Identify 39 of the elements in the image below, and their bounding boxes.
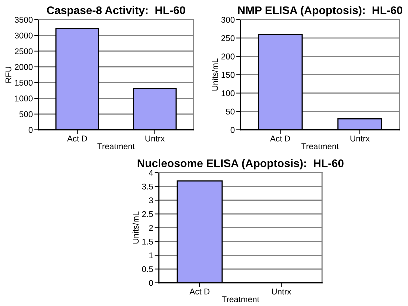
- x-tick-label: Untrx: [146, 136, 165, 142]
- chart-title: NMP ELISA (Apoptosis): HL-60: [238, 6, 403, 17]
- y-tick-label: 4: [149, 170, 154, 176]
- x-tick-label: Untrx: [272, 288, 292, 295]
- x-tick-label: Act D: [190, 288, 210, 295]
- y-tick-label: 3500: [14, 17, 33, 23]
- y-tick-label: 50: [226, 108, 235, 115]
- x-tick-label: Untrx: [350, 136, 370, 142]
- y-tick-label: 3: [149, 198, 154, 204]
- y-tick-label: 1500: [15, 80, 33, 86]
- chart-title: Caspase-8 Activity: HL-60: [47, 6, 186, 17]
- y-tick-label: 150: [222, 72, 235, 78]
- y-tick-label: 500: [20, 112, 33, 118]
- y-tick-label: 0: [230, 127, 235, 134]
- y-tick-label: 1: [150, 252, 154, 259]
- y-tick-label: 200: [222, 54, 235, 60]
- y-tick-label: 3000: [14, 32, 33, 39]
- y-tick-label: 250: [222, 35, 235, 42]
- y-tick-label: 2500: [15, 48, 33, 54]
- y-tick-label: 1.5: [142, 239, 154, 245]
- y-tick-label: 0: [28, 127, 33, 134]
- y-tick-label: 2000: [15, 64, 33, 70]
- y-tick-label: 2.5: [142, 211, 154, 218]
- x-axis-title: Treatment: [302, 144, 340, 150]
- y-tick-label: 1000: [15, 96, 33, 102]
- y-axis-title: RFU: [6, 67, 12, 83]
- y-tick-label: 100: [222, 90, 235, 96]
- y-tick-label: 300: [222, 17, 235, 23]
- x-tick-label: Act D: [270, 136, 290, 142]
- y-axis-title: Units/mL: [212, 58, 218, 91]
- y-tick-label: 0: [149, 280, 154, 286]
- x-axis-title: Treatment: [222, 296, 260, 302]
- y-axis-title: Units/mL: [132, 212, 139, 244]
- y-tick-label: 2: [149, 225, 154, 231]
- y-tick-label: 0.5: [142, 266, 154, 272]
- x-axis-title: Treatment: [98, 144, 136, 150]
- y-tick-label: 3.5: [142, 184, 154, 190]
- chart-title: Nucleosome ELISA (Apoptosis): HL-60: [138, 159, 344, 170]
- x-tick-label: Act D: [67, 136, 88, 142]
